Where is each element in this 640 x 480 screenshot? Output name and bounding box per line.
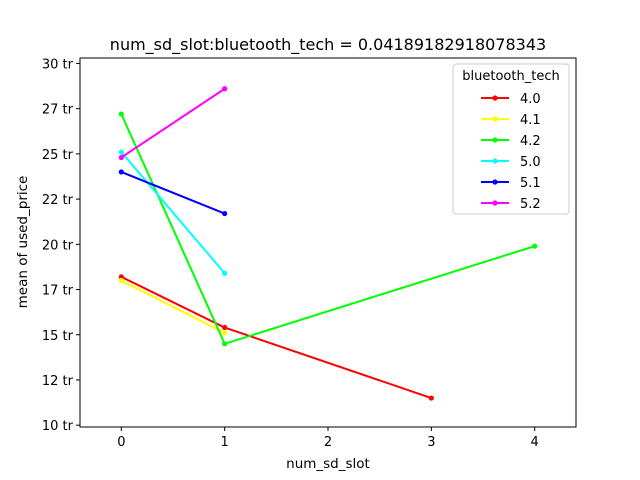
data-point-5.0 <box>222 270 228 276</box>
legend-marker-4.1 <box>492 116 498 122</box>
data-point-4.1 <box>118 277 124 284</box>
legend-title: bluetooth_tech <box>462 69 559 84</box>
legend-marker-5.1 <box>492 179 498 185</box>
legend-marker-5.2 <box>492 200 498 206</box>
y-tick-label: 22 tr <box>42 193 74 208</box>
data-point-5.0 <box>118 149 124 155</box>
y-tick-label: 27 tr <box>42 103 74 118</box>
legend-box <box>452 63 570 215</box>
data-point-4.1 <box>222 330 228 336</box>
legend-marker-4.2 <box>492 137 498 143</box>
data-point-4.0 <box>118 274 124 280</box>
y-tick-label: 10 tr <box>42 419 74 434</box>
legend-label-4.0: 4.0 <box>520 92 541 107</box>
chart-title: num_sd_slot:bluetooth_tech = 0.041891829… <box>110 35 546 55</box>
data-point-4.2 <box>222 341 228 347</box>
data-point-4.0 <box>428 395 434 401</box>
data-point-5.1 <box>118 169 124 175</box>
legend-label-4.2: 4.2 <box>520 134 541 149</box>
y-axis-label: mean of used_price <box>15 176 31 309</box>
legend-label-4.1: 4.1 <box>520 113 541 128</box>
data-point-5.1 <box>222 210 228 217</box>
series-line-4.1 <box>120 279 226 334</box>
legend-label-5.2: 5.2 <box>520 197 541 212</box>
legend-label-5.0: 5.0 <box>520 155 541 170</box>
y-tick-label: 15 tr <box>42 329 74 344</box>
data-point-4.0 <box>222 324 228 331</box>
series-line-5.0 <box>120 151 226 274</box>
y-tick-label: 17 tr <box>42 284 74 299</box>
data-point-5.2 <box>222 86 228 92</box>
y-tick-label: 25 tr <box>42 148 74 163</box>
legend-label-5.1: 5.1 <box>520 176 541 191</box>
legend-marker-4.0 <box>492 95 498 101</box>
x-axis-label: num_sd_slot <box>286 456 370 472</box>
series-line-5.1 <box>120 171 226 215</box>
legend-marker-5.0 <box>492 158 498 164</box>
y-tick-label: 12 tr <box>42 374 74 389</box>
y-tick-label: 30 tr <box>42 57 74 72</box>
y-tick-label: 20 tr <box>42 238 74 253</box>
y-axis: 10 tr 12 tr 15 tr 17 tr 20 tr 22 tr 25 tr 27 tr… <box>42 57 80 434</box>
data-point-4.2 <box>118 111 124 117</box>
x-axis: 0 1 2 3 4 <box>117 427 539 450</box>
legend: bluetooth_tech 4.0 4.1 4.2 5.0 5.1 5.2 <box>452 63 570 215</box>
x-tick-label: 0 <box>117 435 125 450</box>
data-point-5.2 <box>118 154 124 161</box>
x-tick-label: 4 <box>531 435 539 450</box>
series-line-5.2 <box>120 87 226 159</box>
plot-area <box>118 86 538 401</box>
x-tick-label: 2 <box>324 435 332 450</box>
data-point-4.2 <box>532 243 538 249</box>
x-tick-label: 1 <box>221 435 229 450</box>
x-tick-label: 3 <box>427 435 435 450</box>
